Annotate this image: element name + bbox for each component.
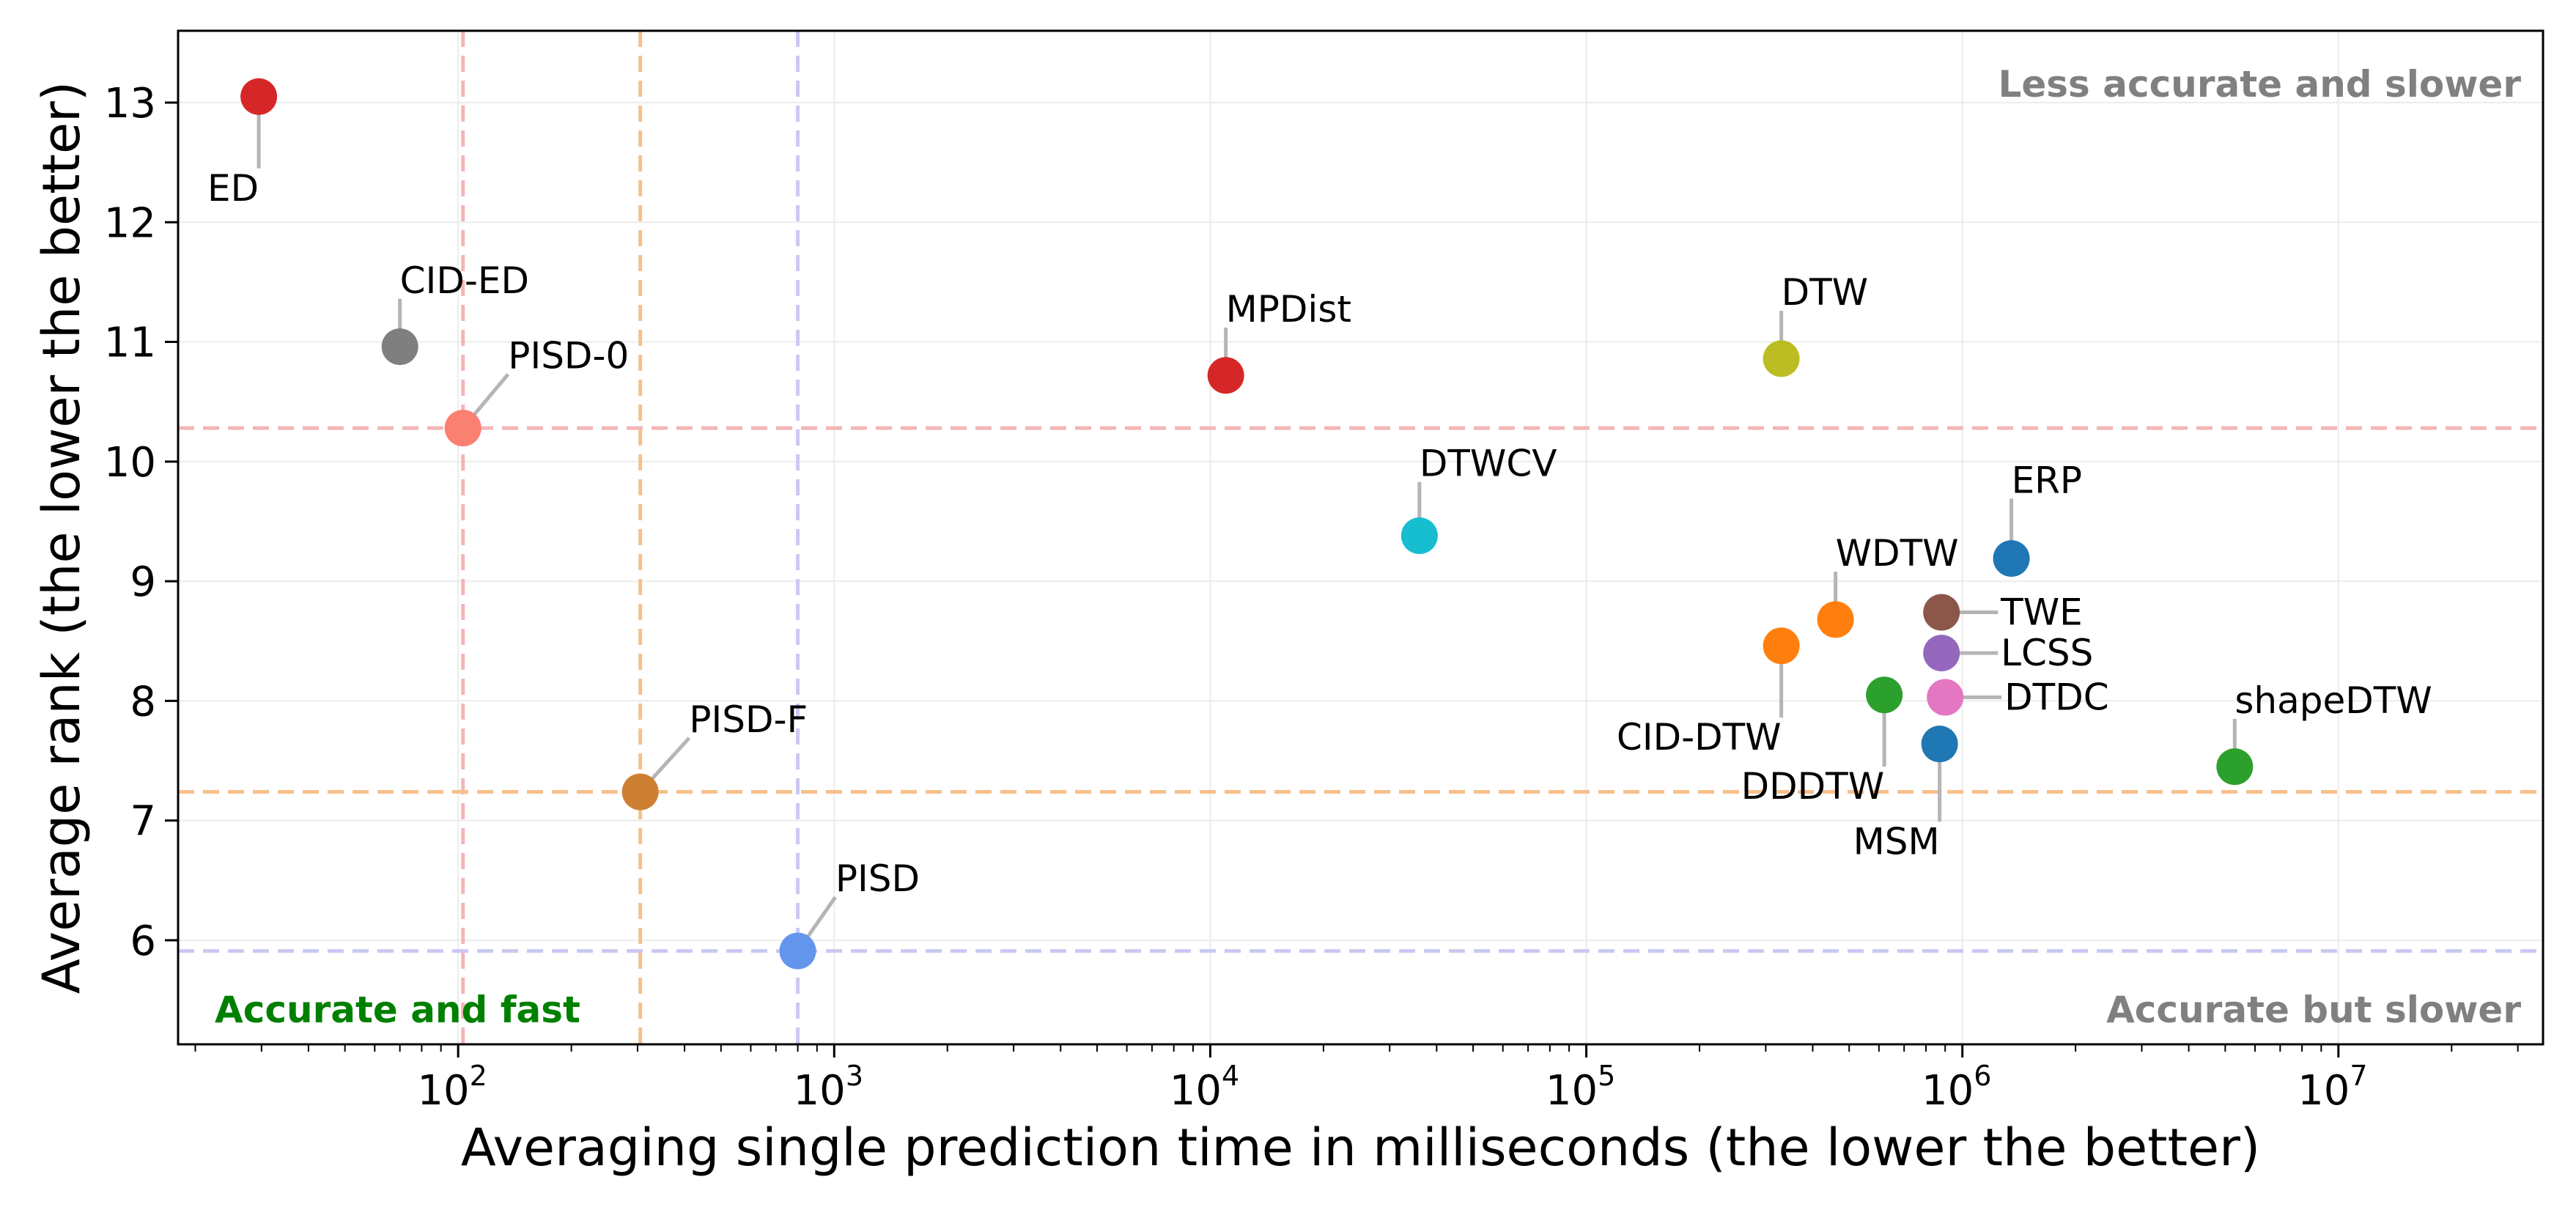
reference-lines [178,31,2543,1044]
point-erp [1993,540,2030,577]
y-axis-ticks: 6 7 8 9 10 11 12 13 [104,80,178,965]
x-tick-label: 105 [1546,1060,1615,1115]
corner-annotations: Less accurate and slower Accurate and fas… [215,63,2521,1031]
point-wdtw [1817,601,1854,638]
point-label-mpdist: MPDist [1226,288,1351,331]
y-tick-label: 10 [104,439,156,487]
point-dddtw [1866,676,1903,714]
point-label-ed: ED [207,167,259,210]
point-label-dtw: DTW [1782,271,1868,314]
y-tick-label: 11 [104,320,156,367]
y-tick-label: 12 [104,199,156,247]
point-ed [240,78,278,115]
point-label-pisd: PISD [835,857,920,900]
point-labels: ED CID-ED PISD-0 PISD-F PISD MPDist DTWCV DTW CI… [207,167,2432,900]
point-label-dtwcv: DTWCV [1420,443,1557,485]
grid-lines [178,31,2543,1044]
point-label-pisd-f: PISD-F [689,698,808,741]
y-tick-label: 13 [104,80,156,128]
point-pisd [779,932,816,970]
point-label-pisd-0: PISD-0 [508,335,629,377]
point-dtwcv [1400,517,1438,555]
x-tick-label: 103 [794,1060,863,1115]
point-label-lcss: LCSS [2001,632,2093,674]
point-label-msm: MSM [1853,820,1940,863]
y-tick-label: 7 [130,798,156,846]
y-tick-label: 9 [130,558,156,606]
annotation-less-accurate-and-slower: Less accurate and slower [1999,63,2522,106]
x-tick-label: 104 [1170,1060,1239,1115]
x-tick-label: 106 [1922,1060,1991,1115]
point-lcss [1923,635,1960,672]
x-tick-label: 102 [417,1060,487,1115]
y-tick-label: 8 [130,678,156,726]
point-shapedtw [2216,748,2254,786]
plot-frame [177,29,2544,1046]
point-label-wdtw: WDTW [1836,532,1959,575]
point-pisd-0 [444,410,481,447]
point-label-shapedtw: shapeDTW [2234,679,2432,722]
x-axis-ticks: 102 103 104 105 106 107 [194,1044,2519,1115]
point-dtw [1763,340,1800,377]
x-tick-label: 107 [2298,1060,2367,1115]
annotation-accurate-but-slower: Accurate but slower [2106,989,2521,1031]
point-label-twe: TWE [2000,591,2083,634]
point-twe [1923,594,1960,631]
y-axis-title: Average rank (the lower the better) [32,81,92,994]
point-label-dddtw: DDDTW [1741,765,1884,808]
point-cid-dtw [1763,627,1800,665]
point-label-cid-dtw: CID-DTW [1617,716,1782,759]
point-dtdc [1927,679,1964,716]
point-cid-ed [381,328,418,366]
y-tick-label: 6 [130,918,156,965]
x-axis-title: Averaging single prediction time in mill… [461,1118,2260,1178]
data-points [240,78,2254,970]
point-pisd-f [621,773,659,811]
annotation-accurate-and-fast: Accurate and fast [215,989,580,1031]
point-label-erp: ERP [2012,459,2082,501]
point-label-cid-ed: CID-ED [400,259,529,302]
point-mpdist [1207,357,1244,394]
point-label-dtdc: DTDC [2004,676,2108,718]
point-msm [1921,726,1958,763]
